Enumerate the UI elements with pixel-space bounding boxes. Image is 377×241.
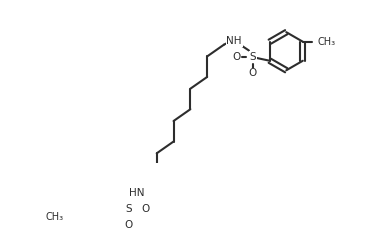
Text: CH₃: CH₃ <box>317 37 336 47</box>
Text: NH: NH <box>227 36 242 46</box>
Text: S: S <box>249 52 256 62</box>
Text: HN: HN <box>129 188 144 198</box>
Text: S: S <box>126 204 132 214</box>
Text: O: O <box>141 204 149 214</box>
Text: O: O <box>232 52 241 62</box>
Text: CH₃: CH₃ <box>46 212 64 222</box>
Text: O: O <box>248 68 257 78</box>
Text: O: O <box>125 220 133 230</box>
